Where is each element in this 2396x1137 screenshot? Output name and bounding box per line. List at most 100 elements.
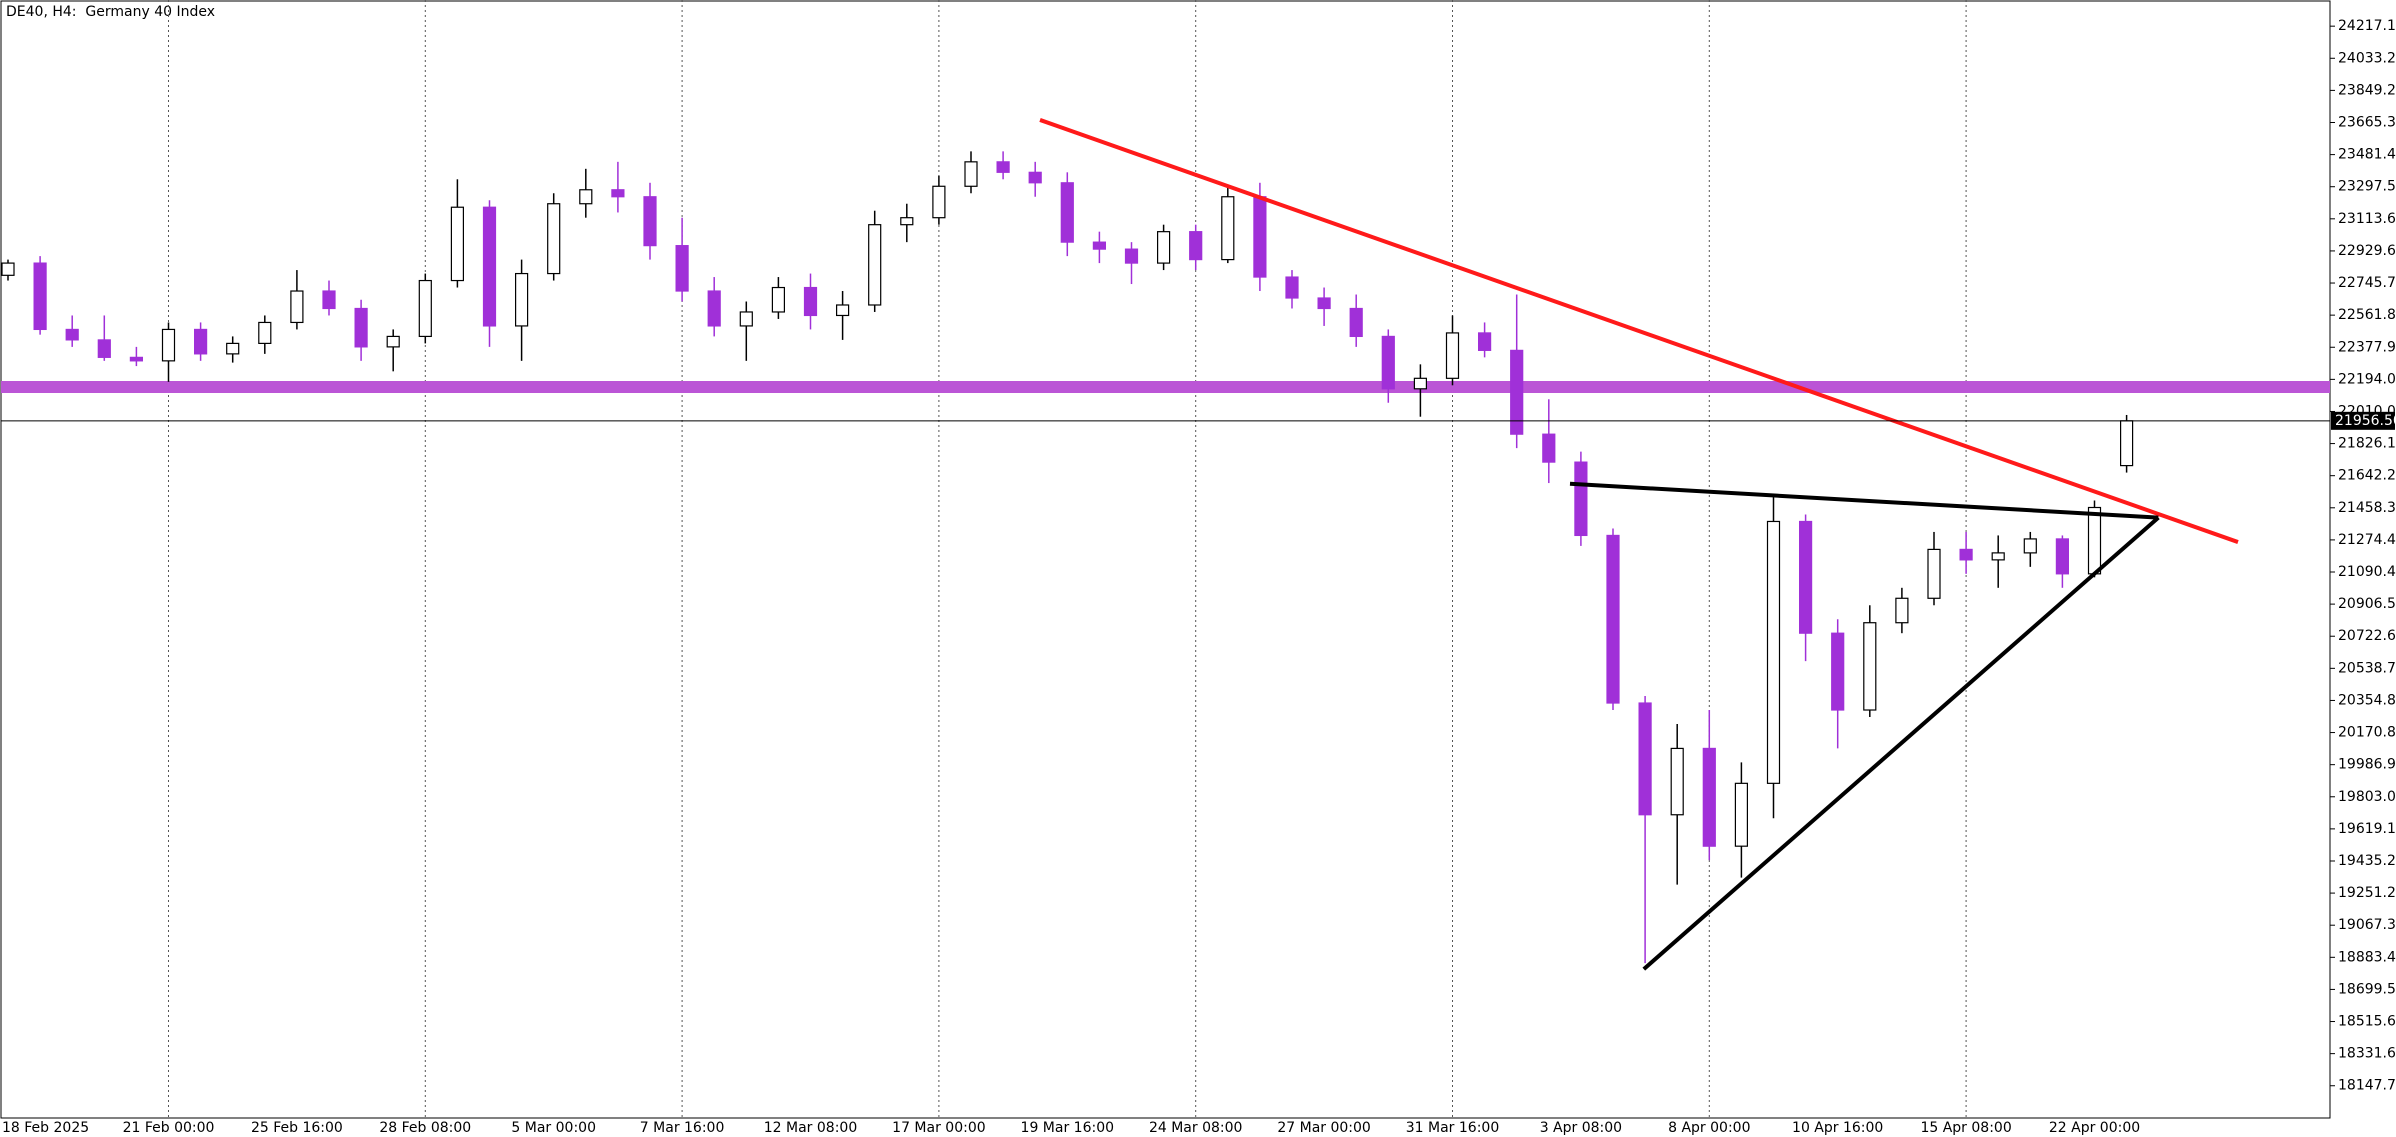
- x-tick-label: 25 Feb 16:00: [251, 1120, 343, 1136]
- trendline: [1039, 118, 2239, 544]
- candle-body: [1028, 171, 1042, 184]
- candle-body: [996, 161, 1010, 173]
- candle-body: [514, 272, 529, 327]
- candle-body: [194, 328, 208, 355]
- candle-body: [354, 307, 368, 348]
- y-tick-label: 22929.68: [2338, 243, 2396, 259]
- x-tick-label: 17 Mar 00:00: [892, 1120, 985, 1136]
- candle-body: [65, 328, 79, 341]
- y-tick-label: 18699.52: [2338, 981, 2396, 997]
- x-tick-label: 18 Feb 2025: [2, 1120, 89, 1136]
- x-tick-label: 15 Apr 08:00: [1920, 1120, 2011, 1136]
- y-tick-label: 21090.48: [2338, 564, 2396, 580]
- candle-body: [97, 339, 111, 358]
- x-tick-label: 24 Mar 08:00: [1149, 1120, 1242, 1136]
- plot-frame: [0, 0, 2331, 1119]
- candle-body: [226, 342, 240, 355]
- candle-body: [1863, 622, 1877, 711]
- y-tick-label: 24033.20: [2338, 50, 2396, 66]
- y-tick-label: 19986.96: [2338, 757, 2396, 773]
- y-tick-label: 21826.16: [2338, 436, 2396, 452]
- candle-body: [1959, 548, 1973, 561]
- candle-body: [868, 224, 882, 306]
- candle-body: [1349, 307, 1363, 338]
- candle-body: [1445, 332, 1460, 379]
- candle-body: [161, 328, 176, 362]
- y-tick-label: 22377.92: [2338, 339, 2396, 355]
- candle-body: [964, 161, 978, 187]
- candle-body: [1510, 349, 1524, 435]
- x-tick-label: 22 Apr 00:00: [2049, 1120, 2140, 1136]
- candle-body: [1317, 297, 1331, 310]
- y-tick-label: 23665.36: [2338, 114, 2396, 130]
- x-tick-label: 19 Mar 16:00: [1021, 1120, 1114, 1136]
- candle-body: [1156, 231, 1171, 264]
- y-tick-label: 18515.60: [2338, 1014, 2396, 1030]
- candle-body: [1413, 377, 1428, 390]
- y-tick-label: 23849.28: [2338, 82, 2396, 98]
- y-tick-label: 20538.72: [2338, 660, 2396, 676]
- candle-body: [1542, 433, 1556, 463]
- candle-body: [258, 321, 272, 344]
- y-tick-label: 20354.80: [2338, 692, 2396, 708]
- y-tick-label: 22561.84: [2338, 307, 2396, 323]
- y-tick-label: 20906.56: [2338, 596, 2396, 612]
- y-tick-label: 19435.20: [2338, 853, 2396, 869]
- candle-body: [675, 245, 689, 292]
- y-tick-label: 22194.00: [2338, 371, 2396, 387]
- y-tick-label: 21458.32: [2338, 500, 2396, 516]
- price-label-box: [2331, 411, 2395, 430]
- candle-body: [1895, 597, 1909, 624]
- candle-body: [322, 290, 336, 310]
- candle-body: [1574, 461, 1588, 537]
- x-tick-label: 5 Mar 00:00: [511, 1120, 596, 1136]
- y-tick-label: 23297.52: [2338, 179, 2396, 195]
- y-tick-label: 18331.68: [2338, 1046, 2396, 1062]
- x-tick-label: 27 Mar 00:00: [1277, 1120, 1370, 1136]
- candle-body: [1, 262, 15, 276]
- candle-body: [290, 290, 304, 324]
- trendline: [1642, 516, 2160, 971]
- x-tick-label: 10 Apr 16:00: [1792, 1120, 1883, 1136]
- candle-body: [129, 356, 143, 362]
- candle-body: [33, 262, 47, 331]
- candle-body: [482, 206, 497, 327]
- x-tick-label: 21 Feb 00:00: [123, 1120, 215, 1136]
- x-tick-label: 8 Apr 00:00: [1668, 1120, 1750, 1136]
- candle-body: [1477, 332, 1492, 351]
- candle-body: [643, 196, 657, 247]
- candle-body: [1991, 552, 2005, 561]
- candle-body: [1638, 702, 1652, 816]
- candle-body: [579, 189, 593, 205]
- candle-body: [707, 290, 721, 327]
- y-tick-label: 18147.76: [2338, 1078, 2396, 1094]
- candle-body: [771, 286, 786, 313]
- candle-body: [1253, 196, 1267, 278]
- candle-body: [418, 279, 432, 338]
- y-tick-label: 24217.12: [2338, 18, 2396, 34]
- candle-body: [1060, 182, 1074, 243]
- candle-body: [1734, 782, 1749, 847]
- x-tick-label: 3 Apr 08:00: [1540, 1120, 1622, 1136]
- candle-body: [1124, 248, 1139, 264]
- chart-title: DE40, H4: Germany 40 Index: [6, 4, 215, 20]
- candle-body: [1927, 548, 1941, 599]
- candle-body: [1381, 335, 1395, 390]
- y-tick-label: 23113.60: [2338, 211, 2396, 227]
- candle-body: [1798, 520, 1813, 634]
- y-tick-label: 19803.04: [2338, 789, 2396, 805]
- x-tick-label: 28 Feb 08:00: [379, 1120, 471, 1136]
- candle-body: [739, 311, 753, 327]
- candle-body: [2120, 420, 2134, 467]
- candle-body: [835, 304, 850, 317]
- candle-body: [1766, 520, 1781, 784]
- y-tick-label: 21274.40: [2338, 532, 2396, 548]
- y-tick-label: 21642.24: [2338, 468, 2396, 484]
- x-tick-label: 31 Mar 16:00: [1406, 1120, 1499, 1136]
- candle-body: [2087, 506, 2102, 575]
- y-tick-label: 18883.44: [2338, 949, 2396, 965]
- candle-body: [2023, 538, 2037, 554]
- candle-body: [547, 203, 561, 275]
- candle-body: [803, 286, 818, 317]
- x-tick-label: 12 Mar 08:00: [764, 1120, 857, 1136]
